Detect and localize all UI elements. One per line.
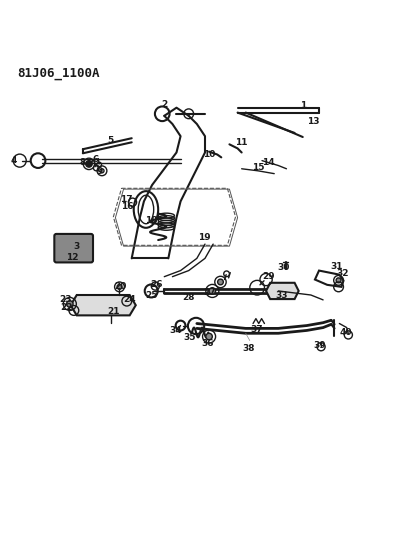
Text: 2: 2 <box>161 100 167 109</box>
Text: 8: 8 <box>79 158 86 167</box>
Circle shape <box>117 285 121 289</box>
Circle shape <box>205 333 212 340</box>
Text: 34: 34 <box>169 326 182 335</box>
Circle shape <box>85 160 92 167</box>
Circle shape <box>335 278 340 283</box>
Text: 10: 10 <box>202 150 215 159</box>
Text: 81J06_1100A: 81J06_1100A <box>18 68 100 80</box>
Text: 7: 7 <box>88 159 94 168</box>
Text: 22: 22 <box>60 303 73 312</box>
Text: 40: 40 <box>338 328 351 337</box>
Text: 36: 36 <box>201 338 213 348</box>
Text: 25: 25 <box>145 290 157 300</box>
Text: 27: 27 <box>202 288 215 297</box>
Text: 6: 6 <box>92 155 99 164</box>
Text: 39: 39 <box>313 341 325 350</box>
Text: 17: 17 <box>120 195 133 204</box>
Text: 38: 38 <box>242 344 255 353</box>
Text: 11: 11 <box>234 138 247 147</box>
Text: 13: 13 <box>306 117 318 126</box>
Polygon shape <box>265 283 298 299</box>
Text: 28: 28 <box>182 293 195 302</box>
Text: 12: 12 <box>66 253 79 262</box>
Text: 1: 1 <box>299 101 305 110</box>
Text: 26: 26 <box>150 280 162 289</box>
FancyBboxPatch shape <box>54 234 93 262</box>
Text: 9: 9 <box>97 167 103 176</box>
Text: 24: 24 <box>123 295 136 304</box>
Text: 14: 14 <box>261 158 274 167</box>
Text: 29: 29 <box>261 272 274 281</box>
Text: 20: 20 <box>114 281 126 290</box>
Circle shape <box>209 288 215 294</box>
Text: 18: 18 <box>145 216 157 225</box>
Text: 5: 5 <box>107 136 113 145</box>
Circle shape <box>217 279 223 285</box>
Text: 16: 16 <box>120 201 133 211</box>
Text: 37: 37 <box>250 325 263 334</box>
Text: 33: 33 <box>274 292 287 300</box>
Text: 23: 23 <box>59 295 72 304</box>
Text: 21: 21 <box>107 307 119 316</box>
Circle shape <box>66 301 73 307</box>
Text: 32: 32 <box>335 269 348 278</box>
Text: 4: 4 <box>10 156 17 165</box>
Text: 30: 30 <box>276 263 289 272</box>
Text: 15: 15 <box>252 164 264 173</box>
Text: 31: 31 <box>329 262 342 271</box>
Text: 3: 3 <box>74 243 80 252</box>
Text: 19: 19 <box>198 233 210 241</box>
Polygon shape <box>70 295 135 316</box>
Text: 35: 35 <box>183 333 196 342</box>
